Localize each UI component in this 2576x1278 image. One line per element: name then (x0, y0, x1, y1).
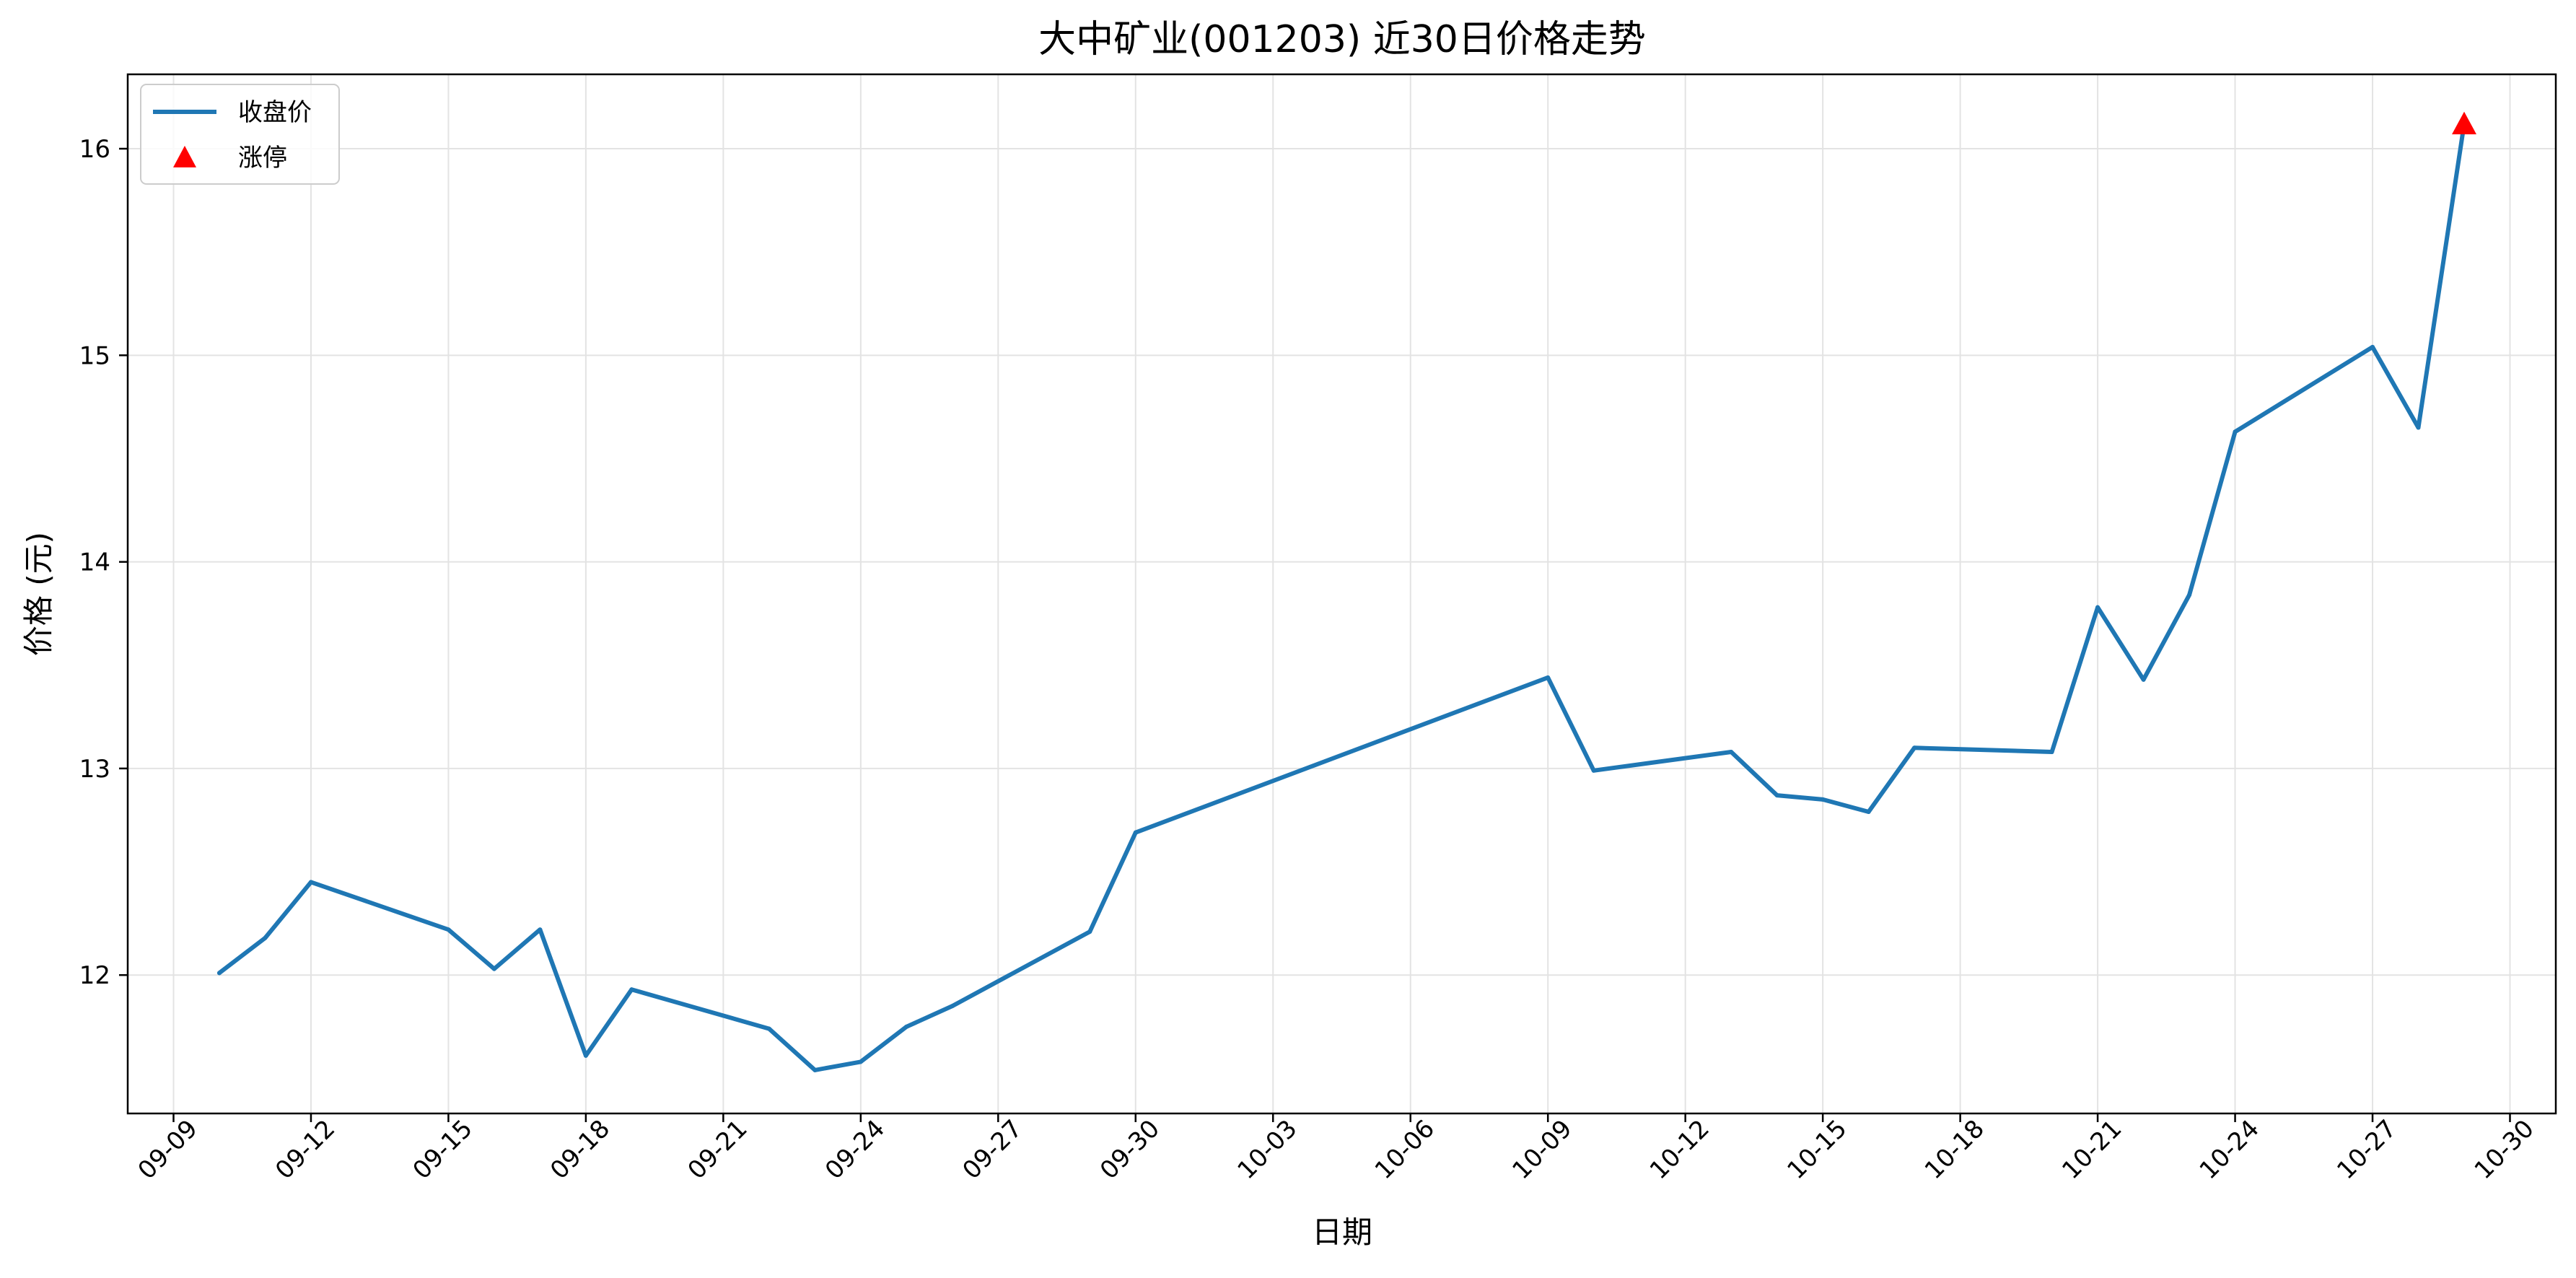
close-price-line (217, 121, 2466, 1072)
limit-up-marker (2452, 111, 2477, 135)
close-price-point (1591, 768, 1596, 773)
legend-swatch-limit-up (173, 146, 196, 167)
close-price-point (904, 1024, 909, 1029)
close-price-point (2141, 677, 2146, 682)
close-price-point (263, 935, 268, 940)
close-price-point (446, 927, 451, 932)
close-price-point (812, 1067, 818, 1072)
grid (128, 74, 2556, 1113)
close-price-point (1729, 750, 1734, 755)
close-price-point (629, 987, 634, 992)
legend-label-limit-up: 涨停 (238, 144, 287, 172)
close-price-point (216, 971, 222, 976)
y-axis-label: 价格 (元) (21, 532, 56, 656)
y-tick-label: 15 (79, 341, 110, 370)
close-price-point (308, 880, 313, 885)
y-axis-ticks: 12 13 14 15 16 (79, 135, 128, 990)
close-price-point (2049, 750, 2054, 755)
close-price-point (491, 966, 496, 971)
plot-frame (126, 73, 2557, 1115)
close-price-point (1912, 745, 1917, 750)
close-price-point (2370, 344, 2375, 349)
close-price-point (2416, 425, 2421, 430)
legend-label-close-price: 收盘价 (238, 98, 312, 127)
legend: 收盘价 涨停 (140, 84, 340, 185)
close-price-point (1821, 797, 1826, 802)
y-tick-label: 12 (79, 961, 110, 990)
close-price-point (766, 1026, 771, 1031)
close-price-point (2187, 592, 2192, 598)
y-tick-label: 16 (79, 135, 110, 164)
y-tick-label: 13 (79, 755, 110, 784)
close-price-point (1133, 830, 1138, 835)
chart-title: 大中矿业(001203) 近30日价格走势 (1038, 18, 1646, 61)
close-price-point (950, 1004, 955, 1009)
close-price-point (1087, 929, 1092, 935)
series-layer (216, 111, 2477, 1072)
close-price-point (538, 927, 543, 932)
close-price-point (2233, 429, 2238, 434)
close-price-point (1774, 793, 1779, 798)
close-price-point (2095, 605, 2100, 610)
x-axis-label: 日期 (1312, 1214, 1372, 1250)
close-price-point (858, 1059, 863, 1064)
close-price-point (583, 1053, 588, 1058)
close-price-point (1866, 810, 1871, 815)
close-price-point (1546, 675, 1551, 680)
y-tick-label: 14 (79, 548, 110, 577)
